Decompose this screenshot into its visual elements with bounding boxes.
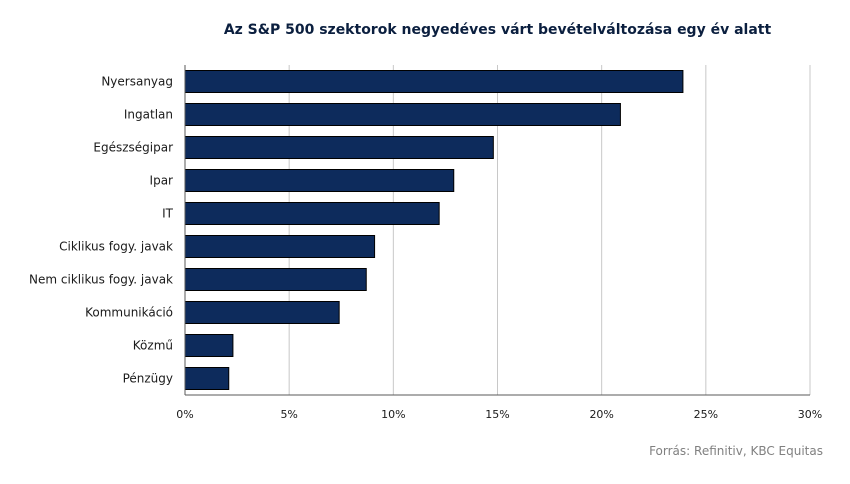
category-label-3: Ipar [150,174,174,188]
category-label-4: IT [162,207,174,221]
bar-0 [184,70,684,93]
bar-1 [184,103,621,126]
category-label-5: Ciklikus fogy. javak [59,240,173,254]
bar-6 [184,268,367,291]
source-note: Forrás: Refinitiv, KBC Equitas [649,444,823,458]
x-tick-label-3: 15% [485,408,509,421]
category-label-2: Egészségipar [93,141,173,155]
category-label-6: Nem ciklikus fogy. javak [29,273,173,287]
bar-5 [184,235,376,258]
category-label-0: Nyersanyag [101,75,173,89]
bar-9 [184,367,230,390]
x-tick-label-6: 30% [798,408,822,421]
x-tick-label-0: 0% [176,408,193,421]
category-label-7: Kommunikáció [85,306,173,320]
x-tick-label-4: 20% [589,408,613,421]
category-label-1: Ingatlan [124,108,173,122]
x-tick-label-2: 10% [381,408,405,421]
bar-8 [184,334,234,357]
bar-2 [184,136,494,159]
category-label-8: Közmű [133,339,173,353]
bar-3 [184,169,455,192]
x-tick-label-1: 5% [280,408,297,421]
x-tick-label-5: 25% [694,408,718,421]
bar-7 [184,301,340,324]
bar-4 [184,202,440,225]
chart-title: Az S&P 500 szektorok negyedéves várt bev… [223,22,772,38]
category-label-9: Pénzügy [123,372,173,386]
